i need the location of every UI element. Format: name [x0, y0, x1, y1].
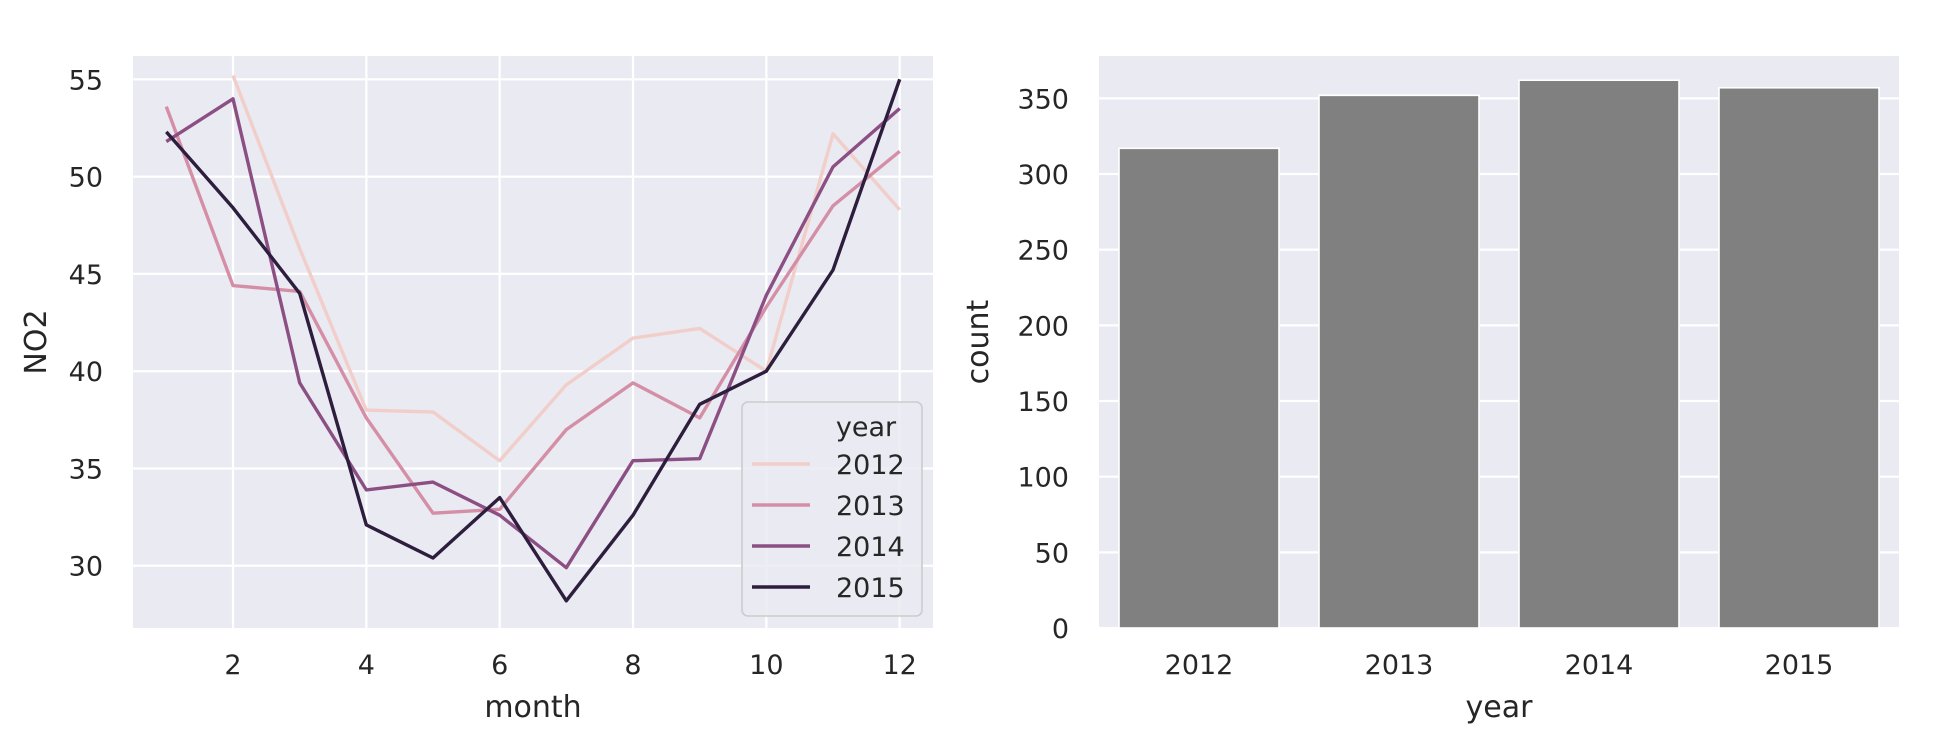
- y-tick-label: 55: [69, 65, 103, 96]
- x-tick-label: 2012: [1165, 650, 1234, 681]
- series-line-2015: [165, 78, 902, 603]
- y-tick-label: 30: [69, 552, 103, 583]
- legend-items: 2012 2013 2014 2015: [752, 450, 905, 604]
- line-chart-legend: year 2012 2013 2014 2015: [741, 401, 923, 617]
- line-chart-y-axis-label: NO2: [19, 309, 54, 374]
- line-chart-x-tick-labels: 2 4 6 8 10 12: [224, 650, 916, 681]
- bar-chart-x-axis-label: year: [1466, 690, 1534, 725]
- x-tick-label: 4: [358, 650, 375, 681]
- line-chart-series: [164, 74, 902, 603]
- y-tick-label: 150: [1017, 387, 1069, 418]
- line-chart: 2 4 6 8 10 12 30 35 40 45 50 55 month NO2 year 201…: [19, 56, 933, 725]
- bar-chart-y-tick-labels: 0 50 100 150 200 250 300 350: [1017, 84, 1069, 645]
- y-tick-label: 100: [1017, 463, 1069, 494]
- bar-2015: [1718, 86, 1880, 629]
- y-tick-label: 350: [1017, 84, 1069, 115]
- line-chart-grid: [133, 56, 933, 628]
- y-tick-label: 45: [69, 260, 103, 291]
- bar-chart-y-axis-label: count: [961, 299, 996, 384]
- x-tick-label: 2014: [1565, 650, 1634, 681]
- series-line-2014: [165, 97, 901, 570]
- legend-label: 2012: [836, 450, 905, 481]
- line-chart-y-tick-labels: 30 35 40 45 50 55: [69, 65, 103, 582]
- y-tick-label: 50: [69, 163, 103, 194]
- bar-2013: [1318, 94, 1480, 629]
- x-tick-label: 8: [624, 650, 641, 681]
- bar-chart: 2012 2013 2014 2015 0 50 100 150 200 250 300 350 y…: [961, 56, 1899, 725]
- y-tick-label: 40: [69, 357, 103, 388]
- bar-2012: [1118, 147, 1280, 629]
- y-tick-label: 0: [1052, 614, 1069, 645]
- x-tick-label: 12: [882, 650, 916, 681]
- x-tick-label: 10: [749, 650, 783, 681]
- x-tick-label: 6: [491, 650, 508, 681]
- legend-title: year: [836, 412, 897, 443]
- x-tick-label: 2015: [1765, 650, 1834, 681]
- line-chart-x-axis-label: month: [484, 690, 581, 725]
- bar-2014: [1518, 79, 1680, 629]
- y-tick-label: 50: [1035, 538, 1069, 569]
- y-tick-label: 35: [69, 454, 103, 485]
- y-tick-label: 300: [1017, 160, 1069, 191]
- legend-label: 2014: [836, 532, 905, 563]
- y-tick-label: 200: [1017, 311, 1069, 342]
- legend-box: [741, 401, 923, 617]
- legend-label: 2013: [836, 491, 905, 522]
- legend-label: 2015: [836, 573, 905, 604]
- bar-chart-x-tick-labels: 2012 2013 2014 2015: [1165, 650, 1834, 681]
- bar-chart-bars: [1118, 79, 1880, 629]
- series-line-2013: [164, 106, 901, 515]
- x-tick-label: 2013: [1365, 650, 1434, 681]
- y-tick-label: 250: [1017, 236, 1069, 267]
- series-line-2012: [231, 74, 901, 463]
- x-tick-label: 2: [224, 650, 241, 681]
